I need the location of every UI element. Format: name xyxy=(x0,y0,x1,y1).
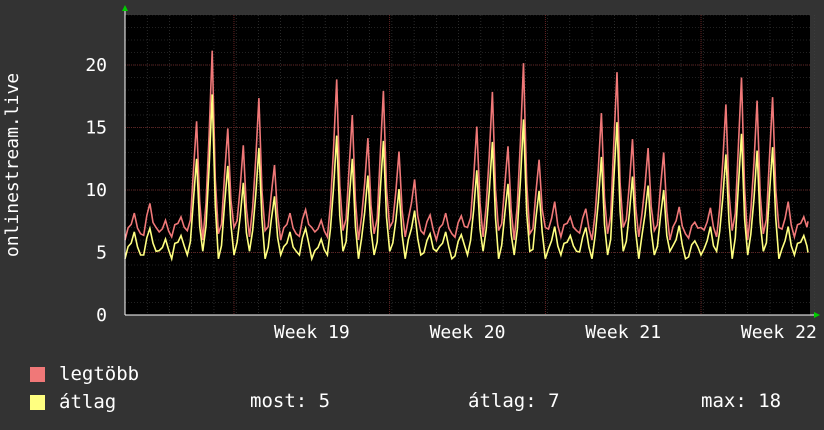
x-tick-label: Week 19 xyxy=(274,322,350,343)
legend-item-max: legtöbb xyxy=(30,363,139,385)
x-axis-arrow xyxy=(814,312,820,318)
y-axis-label: onlinestream.live xyxy=(2,73,23,257)
y-axis-arrow xyxy=(122,5,128,11)
y-tick-label: 5 xyxy=(96,243,107,264)
y-tick-label: 0 xyxy=(96,305,107,326)
y-tick-label: 20 xyxy=(85,55,107,76)
legend-item-avg: átlag xyxy=(30,391,116,413)
y-tick-label: 15 xyxy=(85,118,107,139)
axis-layer: 0 5 10 15 20 Week 19 Week 20 Week 21 Week 22 xyxy=(85,5,820,343)
legend-swatch-avg xyxy=(30,394,45,410)
x-tick-label: Week 20 xyxy=(430,322,506,343)
series-line-1 xyxy=(124,94,809,262)
x-tick-label: Week 21 xyxy=(585,322,661,343)
legend-label-avg: átlag xyxy=(59,391,117,413)
stat-now: most: 5 xyxy=(250,390,331,412)
legend-label-max: legtöbb xyxy=(59,363,140,385)
grid-layer xyxy=(124,14,815,316)
series-layer xyxy=(124,50,809,262)
stat-avg: átlag: 7 xyxy=(468,390,560,412)
x-tick-label: Week 22 xyxy=(741,322,817,343)
series-line-0 xyxy=(124,50,809,243)
legend-swatch-max xyxy=(30,366,45,382)
stat-max: max: 18 xyxy=(701,390,782,412)
y-tick-label: 10 xyxy=(85,180,107,201)
